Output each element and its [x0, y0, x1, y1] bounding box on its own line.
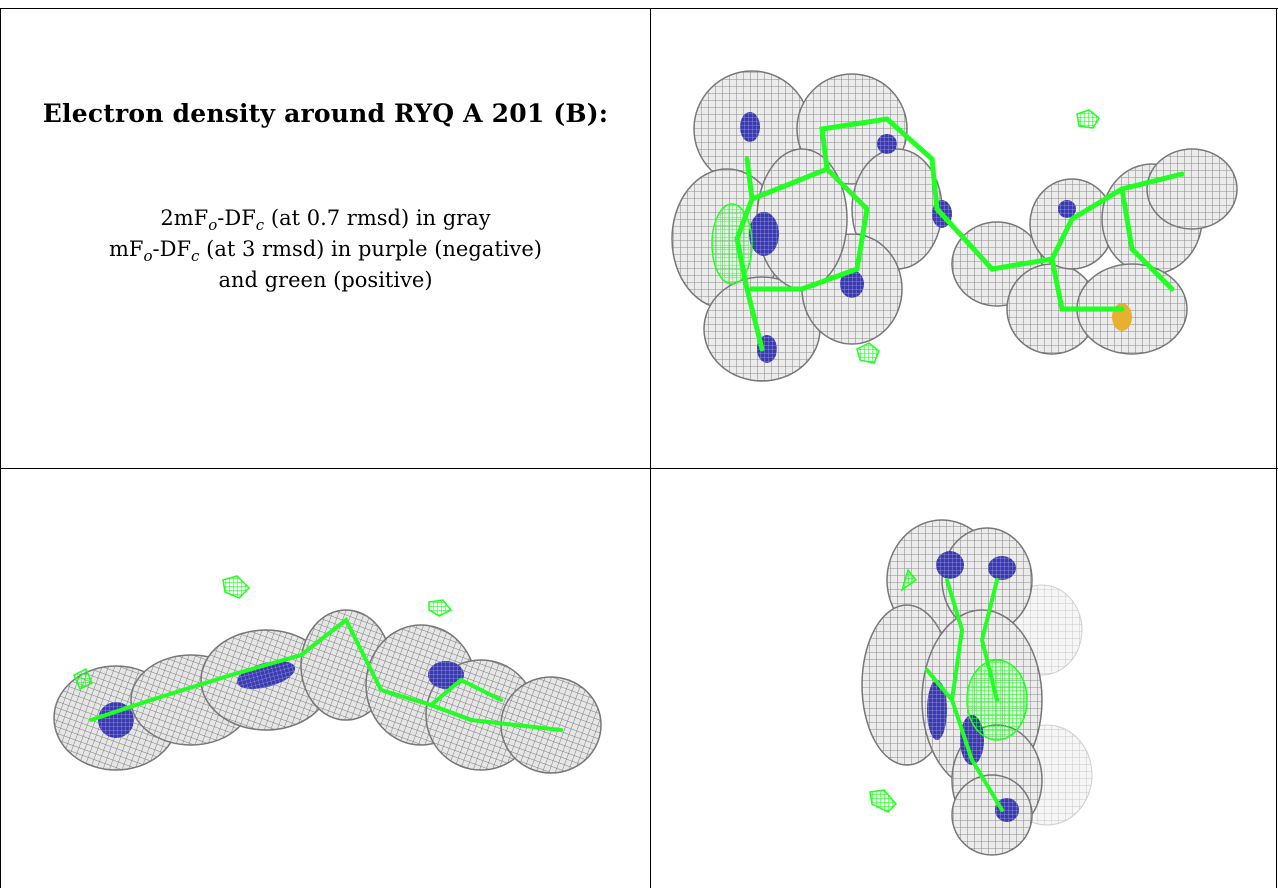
border-left — [0, 8, 1, 888]
border-top — [0, 8, 1278, 9]
view-bottom-right — [652, 470, 1276, 888]
border-center — [650, 8, 651, 888]
border-middle — [0, 468, 1278, 469]
legend-line-difference: mFo-DFc (at 3 rmsd) in purple (negative) — [109, 237, 542, 266]
view-bottom-left — [1, 470, 650, 888]
legend-line-gray: 2mFo-DFc (at 0.7 rmsd) in gray — [160, 206, 491, 235]
legend-line-positive: and green (positive) — [218, 268, 433, 292]
density-render-end — [861, 519, 1093, 856]
border-right — [1276, 8, 1277, 888]
density-render-top — [671, 70, 1238, 382]
legend-text: 2mFo-DFc (at 0.7 rmsd) in gray mFo-DFc (… — [1, 203, 650, 296]
density-render-side — [53, 575, 602, 774]
page-title: Electron density around RYQ A 201 (B): — [42, 99, 609, 128]
view-top-right — [652, 9, 1276, 468]
legend-cell: Electron density around RYQ A 201 (B): 2… — [1, 9, 650, 468]
